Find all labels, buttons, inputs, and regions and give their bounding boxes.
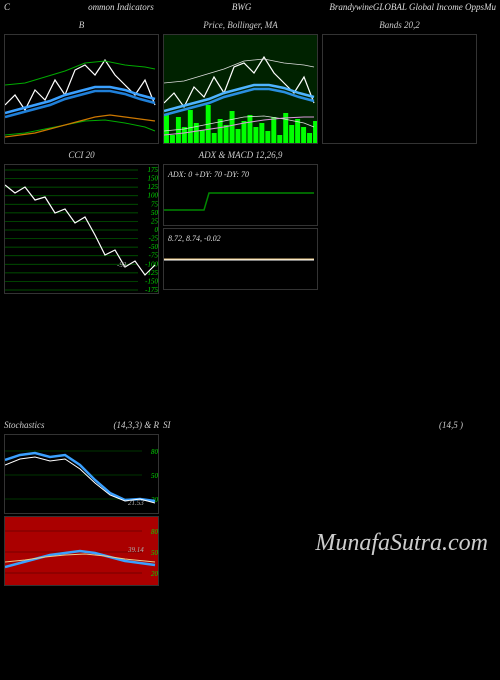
svg-text:-93: -93 [117, 261, 127, 269]
panel-cci: 1751501251007550250-25-50-75-100-125-150… [4, 164, 159, 294]
adx-title: ADX & MACD 12,26,9 [163, 150, 318, 160]
svg-text:25: 25 [151, 217, 159, 225]
panel-rsi: 80 50 20 39.14 [4, 516, 159, 586]
panel-bands [322, 34, 477, 144]
rsi-title-left: SI [163, 420, 171, 430]
svg-text:50: 50 [151, 472, 159, 480]
header-left: C [4, 2, 10, 12]
header-right: BrandywineGLOBAL Global Income OppsMu [329, 2, 496, 12]
panel1-title: B [4, 20, 159, 30]
svg-text:-150: -150 [145, 277, 158, 285]
rsi-title-right: (14,5 ) [439, 420, 463, 430]
svg-text:80: 80 [151, 448, 159, 456]
svg-text:0: 0 [155, 226, 159, 234]
svg-text:39.14: 39.14 [127, 546, 144, 554]
panel-price-b [4, 34, 159, 144]
panel-stochastics: 80502021.53 [4, 434, 159, 514]
stoch-title-left: Stochastics [4, 420, 45, 430]
svg-text:125: 125 [148, 183, 159, 191]
svg-text:21.53: 21.53 [128, 499, 144, 507]
svg-text:100: 100 [148, 192, 159, 200]
svg-text:-175: -175 [145, 286, 158, 294]
svg-text:50: 50 [151, 549, 159, 557]
spacer [0, 294, 500, 414]
svg-text:80: 80 [151, 528, 159, 536]
svg-text:-75: -75 [149, 252, 159, 260]
stoch-title-right: (14,3,3) & R [114, 420, 160, 430]
svg-text:-25: -25 [149, 235, 159, 243]
svg-text:75: 75 [151, 200, 159, 208]
svg-text:175: 175 [148, 166, 159, 174]
cci-title: CCI 20 [4, 150, 159, 160]
panel-price-bollinger [163, 34, 318, 144]
panel-macd: 8.72, 8.74, -0.02 [163, 228, 318, 290]
header-row: C ommon Indicators BWG BrandywineGLOBAL … [0, 0, 500, 14]
svg-text:8.72, 8.74, -0.02: 8.72, 8.74, -0.02 [168, 234, 221, 243]
row-indicators: CCI 20 1751501251007550250-25-50-75-100 -… [0, 150, 500, 294]
panel2-title: Price, Bollinger, MA [163, 20, 318, 30]
svg-text:50: 50 [151, 209, 159, 217]
row-stoch-rsi: Stochastics (14,3,3) & R 80 50 20 21.53 80 5… [0, 420, 500, 586]
svg-text:20: 20 [151, 570, 159, 578]
svg-text:150: 150 [148, 175, 159, 183]
svg-text:-50: -50 [149, 243, 159, 251]
row-price-panels: B Price, Bollinger, MA Bands 20,2 [0, 20, 500, 144]
panel3-title: Bands 20,2 [322, 20, 477, 30]
svg-text:-100: -100 [145, 260, 158, 268]
header-center: BWG [232, 2, 252, 12]
panel-adx: ADX: 0 +DY: 70 -DY: 70 [163, 164, 318, 226]
svg-text:ADX: 0 +DY: 70 -DY: 70: ADX: 0 +DY: 70 -DY: 70 [167, 170, 249, 179]
header-center-left: ommon Indicators [88, 2, 154, 12]
